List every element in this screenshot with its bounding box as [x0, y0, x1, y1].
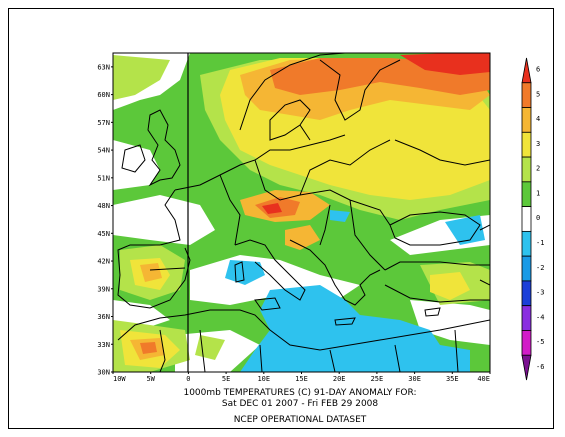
anomaly-field — [113, 53, 490, 372]
colorbar-label-1: 1 — [536, 189, 540, 197]
colorbar-swatch-1 — [521, 181, 532, 208]
coast-sardinia — [234, 261, 245, 283]
country-borders-africa — [159, 329, 459, 372]
coast-turkey — [384, 261, 490, 303]
lat-label-51N: 51N — [97, 174, 110, 182]
lon-label-40E: 40E — [477, 375, 490, 383]
coast-scandinavia — [239, 53, 346, 141]
field-white-levant — [410, 300, 490, 345]
coast-iberia — [117, 244, 191, 309]
colorbar-label-3: 3 — [536, 140, 540, 148]
lat-label-54N: 54N — [97, 147, 110, 155]
colorbar-swatch--3 — [521, 280, 532, 307]
coast-north-africa — [117, 309, 490, 351]
lat-label-60N: 60N — [97, 91, 110, 99]
colorbar-label-4: 4 — [536, 115, 540, 123]
colorbar-swatch--6 — [521, 354, 532, 381]
coast-italy — [234, 239, 306, 301]
coast-balkans — [289, 239, 381, 306]
colorbar-label--4: -4 — [536, 313, 544, 321]
lat-label-36N: 36N — [97, 313, 110, 321]
caption-line3: NCEP OPERATIONAL DATASET — [234, 415, 367, 425]
lon-label-5W: 5W — [146, 375, 155, 383]
colorbar-label--2: -2 — [536, 264, 544, 272]
lon-label-20E: 20E — [333, 375, 346, 383]
colorbar-swatch-2 — [521, 156, 532, 183]
country-borders — [149, 124, 490, 271]
colorbar-swatch-3 — [521, 131, 532, 158]
coast-sicily — [254, 297, 281, 311]
field-orange-adriatic — [285, 225, 320, 250]
lat-label-45N: 45N — [97, 230, 110, 238]
lat-label-30N: 30N — [97, 369, 110, 377]
colorbar-label--3: -3 — [536, 289, 544, 297]
longitude-labels: 10W 5W 0 5E 10E 15E 20E 25E 30E 35E 40E — [112, 372, 491, 383]
coast-black-sea — [389, 211, 481, 246]
field-cyan-small — [330, 210, 350, 222]
field-yg-nw — [113, 55, 170, 100]
lat-label-33N: 33N — [97, 341, 110, 349]
coast-cyprus — [424, 307, 441, 317]
coast-east — [479, 224, 490, 286]
lat-label-39N: 39N — [97, 285, 110, 293]
coastlines — [117, 53, 490, 372]
colorbar-label-0: 0 — [536, 214, 540, 222]
colorbar-label--6: -6 — [536, 363, 544, 371]
lon-label-30E: 30E — [408, 375, 421, 383]
colorbar-label--1: -1 — [536, 239, 544, 247]
lon-label-25E: 25E — [371, 375, 384, 383]
lat-label-63N: 63N — [97, 63, 110, 71]
colorbar-swatch--2 — [521, 255, 532, 282]
colorbar-swatch-0 — [521, 206, 532, 232]
coast-france — [159, 189, 181, 246]
field-orange-iberia — [140, 263, 162, 282]
lat-label-57N: 57N — [97, 119, 110, 127]
lon-label-0: 0 — [186, 375, 190, 383]
field-red-alps — [262, 203, 282, 214]
field-cyan-blacksea — [445, 215, 485, 245]
colorbar-swatch-4 — [521, 107, 532, 133]
coast-great-britain — [147, 109, 181, 187]
field-white-biscay — [113, 195, 215, 245]
lat-label-42N: 42N — [97, 258, 110, 266]
colorbar-label-2: 2 — [536, 165, 540, 173]
field-red-russia — [400, 53, 490, 75]
field-darkorange-morocco — [140, 342, 157, 354]
coast-ireland — [121, 144, 146, 173]
field-cyan-c-med — [240, 285, 470, 372]
colorbar-swatch--5 — [521, 330, 532, 356]
caption-line2: Sat DEC 01 2007 - Fri FEB 29 2008 — [222, 399, 379, 409]
colorbar-label-6: 6 — [536, 66, 540, 74]
lat-label-48N: 48N — [97, 202, 110, 210]
colorbar-swatch--1 — [521, 230, 532, 257]
lon-label-5E: 5E — [222, 375, 230, 383]
colorbar-label-5: 5 — [536, 90, 540, 98]
field-yellow-turkey — [430, 272, 470, 300]
lon-label-15E: 15E — [295, 375, 308, 383]
lon-label-35E: 35E — [446, 375, 459, 383]
lon-label-10W: 10W — [113, 375, 126, 383]
colorbar-swatch-5 — [521, 82, 532, 108]
lon-label-10E: 10E — [257, 375, 270, 383]
latitude-labels: 63N 60N 57N 54N 51N 48N 45N 42N 39N 36N 33N 30N — [97, 63, 113, 377]
coast-finland — [319, 59, 401, 121]
colorbar-swatch--4 — [521, 305, 532, 331]
coast-north-continent — [174, 134, 346, 191]
colorbar-swatch-6 — [521, 57, 532, 84]
colorbar-label--5: -5 — [536, 338, 544, 346]
coast-crete — [334, 317, 356, 326]
caption-line1: 1000mb TEMPERATURES (C) 91-DAY ANOMALY F… — [183, 388, 416, 398]
colorbar: 6 5 4 3 2 1 0 -1 -2 -3 -4 -5 -6 — [521, 57, 544, 381]
